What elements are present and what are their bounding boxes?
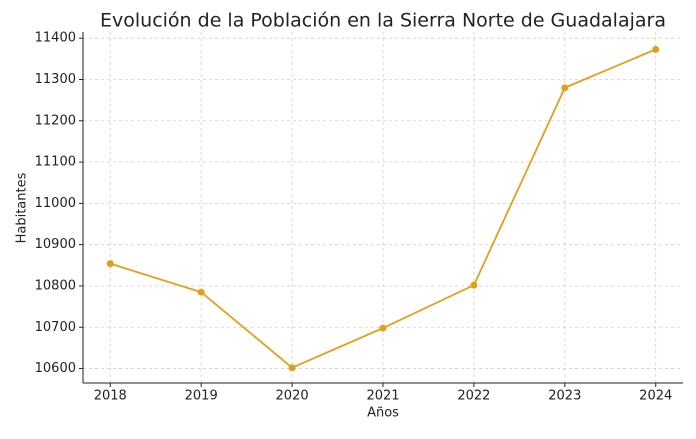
y-tick-label: 11000 <box>35 196 76 211</box>
y-tick-label: 10700 <box>35 320 76 335</box>
x-tick-label: 2024 <box>639 389 672 404</box>
x-tick-label: 2023 <box>548 389 581 404</box>
y-tick-label: 11300 <box>35 72 76 87</box>
y-tick-label: 10600 <box>35 361 76 376</box>
chart-title: Evolución de la Población en la Sierra N… <box>100 10 666 32</box>
x-tick-label: 2022 <box>457 389 490 404</box>
data-point <box>470 281 478 289</box>
x-tick-label: 2021 <box>366 389 399 404</box>
y-tick-label: 10900 <box>35 237 76 252</box>
y-tick-label: 11200 <box>35 113 76 128</box>
data-point <box>652 45 660 53</box>
x-tick-label: 2019 <box>185 389 218 404</box>
x-tick-label: 2020 <box>276 389 309 404</box>
data-point <box>288 364 296 372</box>
y-axis-label: Habitantes <box>15 172 30 243</box>
data-point <box>106 260 114 268</box>
y-tick-label: 10800 <box>35 278 76 293</box>
y-tick-label: 11100 <box>35 155 76 170</box>
data-point <box>197 288 205 296</box>
x-axis-label: Años <box>367 406 399 421</box>
data-point <box>379 324 387 332</box>
y-tick-label: 11400 <box>35 31 76 46</box>
data-point <box>561 84 569 92</box>
x-tick-label: 2018 <box>94 389 127 404</box>
